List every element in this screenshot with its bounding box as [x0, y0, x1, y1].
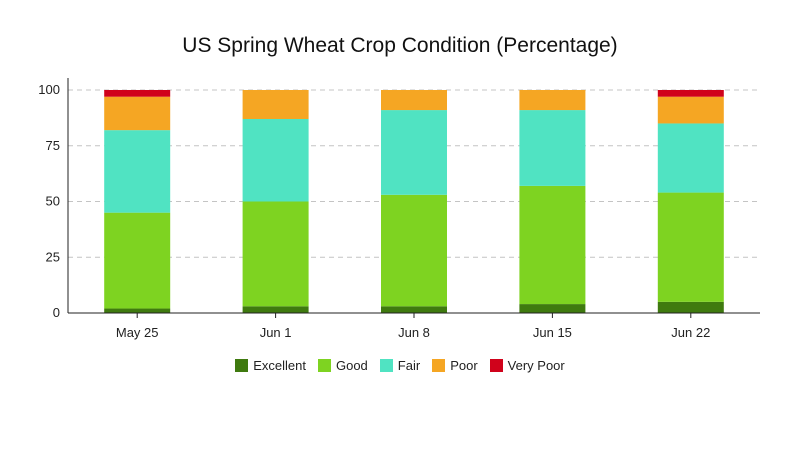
y-tick-label: 75: [46, 138, 60, 153]
bar-segment-very-poor: [657, 90, 724, 97]
bar-segment-very-poor: [104, 90, 171, 97]
axes: 0 25 50 75 100 May 25 Jun 1 Jun 8 Jun 15 Jun 22: [38, 78, 760, 340]
legend-swatch: [489, 359, 503, 372]
legend-swatch: [235, 359, 249, 372]
bar-segment-fair: [104, 130, 171, 213]
bar-segment-poor: [381, 90, 447, 111]
bar-segment-excellent: [657, 301, 724, 313]
x-tick-label: Jun 15: [533, 325, 572, 340]
chart-title: US Spring Wheat Crop Condition (Percenta…: [182, 34, 618, 57]
bar-segment-poor: [657, 96, 724, 124]
bar-segment-good: [381, 194, 447, 307]
legend-label: Good: [335, 358, 368, 373]
bar-segment-fair: [657, 123, 724, 193]
legend-swatch: [432, 359, 446, 372]
legend-item: Very Poor: [489, 358, 565, 373]
bar-segment-poor: [104, 96, 171, 131]
y-tick-label: 50: [46, 194, 60, 209]
bar-segment-excellent: [519, 304, 586, 313]
bars: [104, 90, 724, 313]
legend-label: Very Poor: [507, 358, 565, 373]
legend-label: Fair: [397, 358, 421, 373]
bar-segment-excellent: [242, 306, 309, 313]
x-tick-label: Jun 1: [260, 325, 292, 340]
x-tick-label: Jun 8: [398, 325, 430, 340]
bar-segment-good: [519, 185, 586, 305]
bar-segment-good: [657, 192, 724, 302]
legend-item: Good: [317, 358, 368, 373]
bar-segment-fair: [519, 110, 586, 186]
bar-segment-good: [104, 212, 171, 309]
y-tick-label: 0: [53, 305, 60, 320]
legend-label: Excellent: [253, 358, 306, 373]
legend-item: Fair: [379, 358, 421, 373]
legend-swatch: [379, 359, 393, 372]
x-tick-label: May 25: [116, 325, 159, 340]
legend: Excellent Good Fair Poor Very Poor: [0, 358, 800, 373]
x-tick-label: Jun 22: [671, 325, 710, 340]
y-tick-label: 25: [46, 249, 60, 264]
bar-segment-fair: [242, 118, 309, 202]
legend-item: Poor: [432, 358, 478, 373]
legend-item: Excellent: [235, 358, 306, 373]
legend-label: Poor: [450, 358, 478, 373]
legend-swatch: [317, 359, 331, 372]
bar-segment-poor: [519, 90, 586, 111]
bar-segment-poor: [242, 90, 309, 119]
bar-segment-fair: [381, 110, 447, 195]
bar-segment-good: [242, 201, 309, 307]
bar-segment-excellent: [104, 308, 171, 313]
y-tick-label: 100: [38, 82, 60, 97]
bar-segment-excellent: [381, 306, 447, 313]
